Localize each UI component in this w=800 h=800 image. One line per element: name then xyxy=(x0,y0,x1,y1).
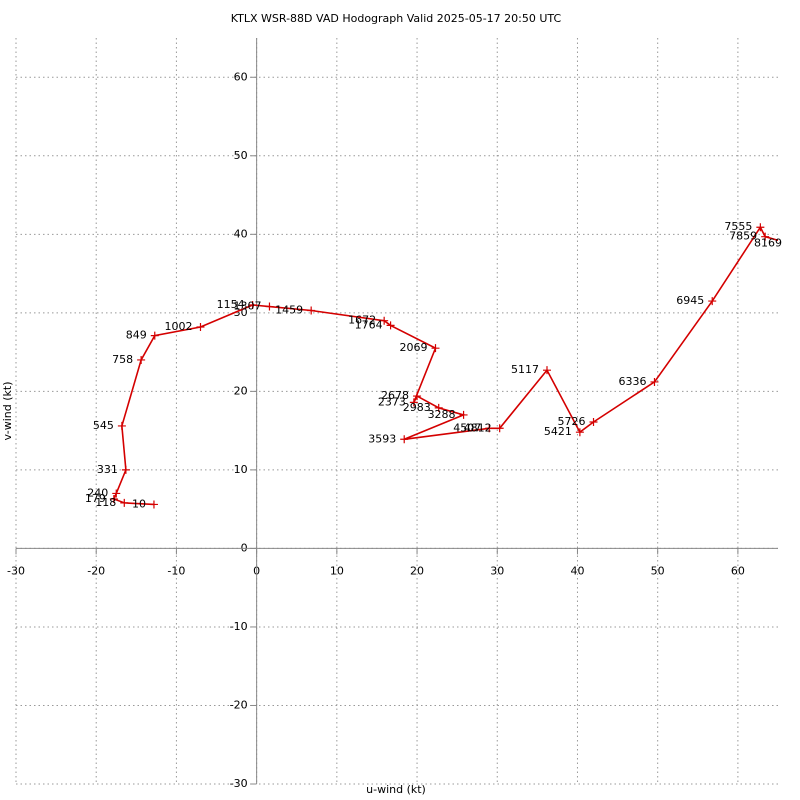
hodograph-line xyxy=(112,225,778,506)
point-marker xyxy=(575,428,584,437)
point-marker xyxy=(265,302,274,311)
height-label: 2983 xyxy=(403,401,431,414)
height-label: 1002 xyxy=(164,320,192,333)
point-marker xyxy=(495,424,504,433)
point-marker xyxy=(459,410,468,419)
height-label: 849 xyxy=(126,329,147,342)
height-label: 6945 xyxy=(676,294,704,307)
x-tick-label: 30 xyxy=(490,564,504,577)
height-label: 4812 xyxy=(464,421,492,434)
x-tick-label: 40 xyxy=(570,564,584,577)
y-tick-label: 60 xyxy=(234,70,248,83)
point-marker xyxy=(150,331,159,340)
point-marker xyxy=(380,316,389,325)
point-marker xyxy=(761,232,770,241)
height-label: 179 xyxy=(85,492,106,505)
height-label: 7555 xyxy=(724,220,752,233)
point-marker xyxy=(434,403,443,412)
y-tick-label: -30 xyxy=(230,777,248,790)
x-tick-label: -10 xyxy=(167,564,185,577)
y-tick-label: 10 xyxy=(234,463,248,476)
plot-area xyxy=(109,223,794,509)
point-marker xyxy=(112,489,121,498)
height-label: 1307 xyxy=(233,300,261,313)
height-label: 7859 xyxy=(729,230,757,243)
chart-title: KTLX WSR-88D VAD Hodograph Valid 2025-05… xyxy=(231,12,562,25)
y-tick-label: 40 xyxy=(234,227,248,240)
point-marker xyxy=(786,240,794,248)
point-marker xyxy=(756,223,765,232)
x-tick-label: 60 xyxy=(731,564,745,577)
height-label: 2373 xyxy=(378,395,406,408)
point-marker xyxy=(400,435,409,444)
point-marker xyxy=(485,424,494,433)
y-tick-label: 50 xyxy=(234,149,248,162)
point-marker xyxy=(542,366,551,375)
point-marker xyxy=(109,494,118,503)
height-label: 118 xyxy=(95,496,116,509)
height-label: 5726 xyxy=(558,415,586,428)
height-label: 1459 xyxy=(275,303,303,316)
height-label: 240 xyxy=(87,486,108,499)
height-label: 2069 xyxy=(400,341,428,354)
point-marker xyxy=(650,377,659,386)
height-label: 1672 xyxy=(348,314,376,327)
x-tick-label: 20 xyxy=(410,564,424,577)
x-tick-label: -20 xyxy=(87,564,105,577)
point-marker xyxy=(196,322,205,331)
point-marker xyxy=(121,465,130,474)
point-marker xyxy=(413,392,422,401)
y-axis-label: v-wind (kt) xyxy=(1,382,14,441)
point-marker xyxy=(248,300,257,309)
point-marker xyxy=(120,498,129,507)
y-tick-label: -20 xyxy=(230,698,248,711)
height-label: 2678 xyxy=(381,389,409,402)
point-marker xyxy=(409,398,418,407)
height-label: 331 xyxy=(97,463,118,476)
height-label: 3593 xyxy=(368,432,396,445)
x-tick-label: 10 xyxy=(330,564,344,577)
point-marker xyxy=(137,355,146,364)
point-marker xyxy=(307,306,316,315)
height-label: 1764 xyxy=(355,318,383,331)
point-marker xyxy=(117,421,126,430)
height-label: 3288 xyxy=(428,408,456,421)
point-marker xyxy=(708,297,717,306)
point-marker xyxy=(589,417,598,426)
height-label: 10 xyxy=(132,497,146,510)
x-tick-label: -30 xyxy=(7,564,25,577)
height-label: 5117 xyxy=(511,363,539,376)
height-label: 5421 xyxy=(544,425,572,438)
height-label: 758 xyxy=(112,353,133,366)
y-tick-label: 20 xyxy=(234,384,248,397)
height-label: 6336 xyxy=(618,375,646,388)
height-label: 1154 xyxy=(217,298,245,311)
y-tick-label: -10 xyxy=(230,620,248,633)
point-marker xyxy=(386,321,395,330)
height-label: 545 xyxy=(93,419,114,432)
point-marker xyxy=(431,344,440,353)
x-axis-label: u-wind (kt) xyxy=(366,783,426,796)
x-tick-label: 50 xyxy=(651,564,665,577)
point-marker xyxy=(149,500,158,509)
height-label: 4507 xyxy=(453,421,481,434)
height-label: 8169 xyxy=(754,237,782,250)
